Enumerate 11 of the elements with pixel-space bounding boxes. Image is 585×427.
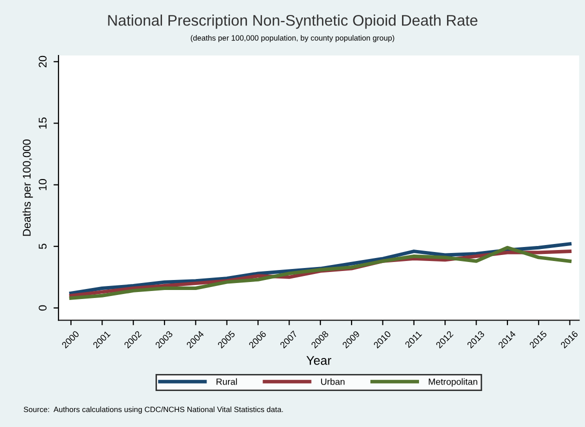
y-axis-title: Deaths per 100,000 (22, 140, 33, 236)
y-tick-label: 15 (38, 118, 47, 129)
y-tick-label: 10 (38, 179, 47, 190)
legend-label: Metropolitan (428, 378, 478, 387)
y-tick-label: 5 (38, 244, 47, 250)
y-tick-label: 0 (38, 305, 47, 311)
legend-label: Rural (216, 378, 237, 385)
y-tick-label: 20 (38, 56, 47, 68)
chart-title: National Prescription Non-Synthetic Opioid Death Rate (108, 14, 478, 29)
legend-label: Urban (321, 378, 344, 385)
x-axis-title: Year (306, 356, 332, 365)
